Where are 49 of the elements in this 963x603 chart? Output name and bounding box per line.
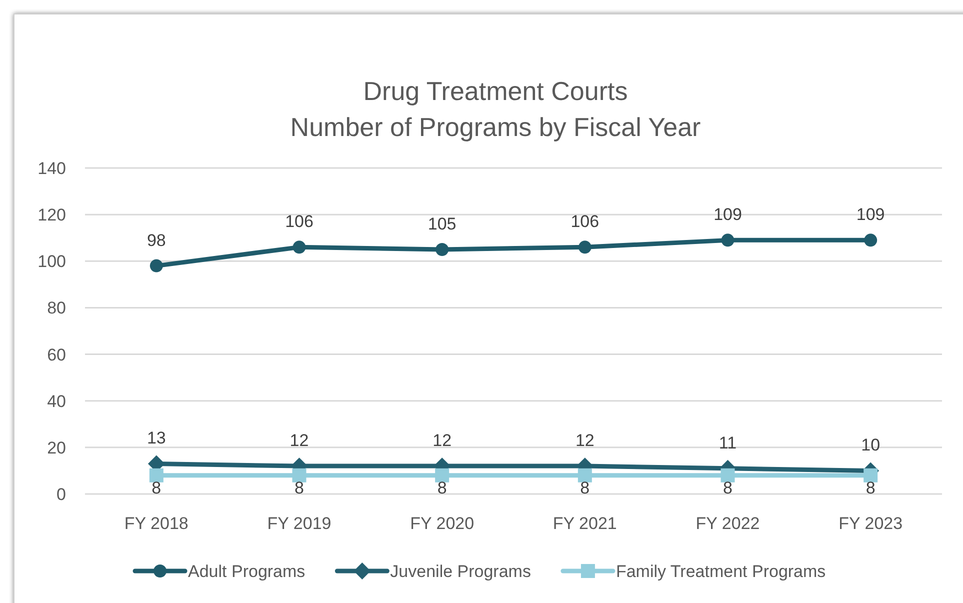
point — [864, 234, 878, 247]
point — [436, 243, 449, 256]
data-label: 109 — [856, 205, 885, 224]
y-tick-label: 140 — [38, 159, 66, 178]
data-label: 8 — [437, 478, 447, 498]
point — [720, 468, 735, 482]
data-label: 8 — [294, 478, 304, 498]
y-tick-label: 20 — [47, 438, 66, 458]
data-label: 106 — [570, 212, 600, 232]
y-tick-label: 120 — [38, 206, 66, 225]
data-label: 98 — [146, 230, 166, 250]
data-label: 13 — [146, 428, 166, 448]
y-tick-label: 100 — [38, 252, 66, 272]
data-label: 8 — [152, 478, 162, 498]
x-tick-label: FY 2020 — [410, 514, 474, 533]
data-label: 12 — [290, 431, 309, 450]
x-tick-label: FY 2018 — [124, 514, 188, 533]
point — [578, 468, 592, 482]
data-label: 8 — [866, 478, 876, 498]
legend-label: Juvenile Programs — [390, 562, 531, 581]
y-tick-label: 40 — [47, 392, 66, 411]
point — [864, 468, 878, 482]
data-label: 8 — [723, 478, 732, 498]
data-label: 12 — [575, 431, 594, 450]
chart-subtitle: Number of Programs by Fiscal Year — [290, 112, 702, 142]
x-tick-label: FY 2019 — [267, 514, 332, 533]
point — [150, 259, 163, 272]
point — [578, 240, 592, 254]
point — [292, 468, 306, 482]
data-label: 105 — [428, 214, 456, 234]
y-tick-label: 80 — [47, 298, 66, 318]
y-tick-label: 0 — [56, 485, 66, 504]
legend-label: Family Treatment Programs — [616, 562, 826, 581]
point — [435, 468, 450, 482]
point — [149, 468, 164, 482]
point — [292, 240, 306, 254]
data-label: 11 — [718, 433, 737, 452]
data-label: 109 — [714, 205, 742, 224]
x-tick-label: FY 2022 — [696, 514, 760, 533]
data-label: 12 — [432, 431, 452, 450]
y-tick-label: 60 — [47, 345, 66, 364]
data-label: 8 — [580, 478, 590, 498]
legend-label: Adult Programs — [188, 562, 306, 581]
data-label: 106 — [285, 212, 314, 232]
chart-title: Drug Treatment Courts — [363, 76, 628, 106]
point — [721, 234, 734, 247]
data-label: 10 — [861, 436, 880, 455]
x-tick-label: FY 2021 — [552, 514, 617, 533]
x-tick-label: FY 2023 — [838, 514, 903, 533]
